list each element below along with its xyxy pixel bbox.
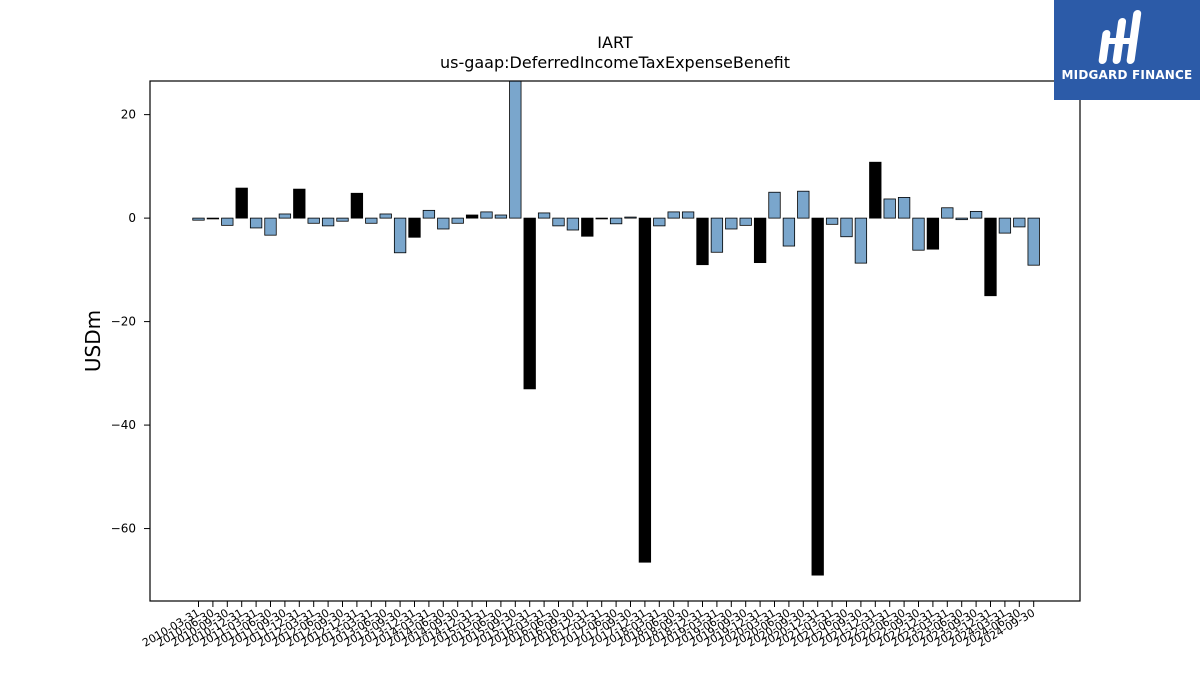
bar-2019-12-31 bbox=[753, 217, 767, 264]
bars bbox=[192, 80, 1040, 576]
x-ticks: 2010-03-312010-06-302010-09-302010-12-31… bbox=[140, 601, 1037, 650]
bar-2014-12-31 bbox=[465, 214, 479, 219]
bar-2020-06-30 bbox=[782, 217, 796, 247]
bar-2014-03-31 bbox=[422, 209, 436, 219]
bar-2021-03-31 bbox=[825, 217, 839, 225]
bar-2010-06-30 bbox=[206, 217, 220, 220]
y-tick-label: −40 bbox=[111, 418, 136, 432]
bar-2015-06-30 bbox=[494, 214, 508, 219]
bar-2024-03-31 bbox=[998, 217, 1012, 234]
bar-2011-09-30 bbox=[278, 213, 292, 219]
bar-2023-09-30 bbox=[969, 210, 983, 219]
plot-frame bbox=[149, 80, 1081, 602]
bar-2010-09-30 bbox=[221, 217, 234, 226]
bar-2018-03-31 bbox=[653, 217, 666, 227]
bar-2013-09-30 bbox=[393, 217, 407, 254]
bar-2023-12-31 bbox=[984, 217, 997, 297]
bar-2019-09-30 bbox=[739, 217, 752, 226]
bar-2017-03-31 bbox=[595, 217, 608, 220]
bar-2018-12-31 bbox=[696, 217, 709, 266]
bar-2020-03-31 bbox=[768, 191, 781, 219]
bar-2023-06-30 bbox=[955, 217, 968, 221]
bar-2012-09-30 bbox=[336, 217, 349, 222]
brand-name: MIDGARD FINANCE bbox=[1061, 68, 1193, 82]
bar-2013-12-31 bbox=[408, 217, 421, 238]
bar-2018-06-30 bbox=[667, 211, 680, 219]
bar-2010-12-31 bbox=[235, 187, 248, 219]
bar-2017-06-30 bbox=[609, 217, 623, 225]
bar-2015-12-31 bbox=[523, 217, 536, 390]
y-tick-label: 0 bbox=[128, 211, 136, 225]
bar-2019-06-30 bbox=[725, 217, 738, 230]
bar-2010-03-31 bbox=[192, 217, 205, 221]
bar-2022-06-30 bbox=[897, 197, 911, 219]
brand-logo: MIDGARD FINANCE bbox=[1054, 0, 1200, 100]
chart-title: IART bbox=[597, 33, 633, 52]
bar-2011-03-31 bbox=[249, 217, 263, 229]
bar-2011-12-31 bbox=[293, 188, 306, 219]
bar-2016-06-30 bbox=[552, 217, 565, 227]
bar-2014-09-30 bbox=[451, 217, 464, 224]
y-tick-label: 20 bbox=[121, 108, 136, 122]
bar-2022-03-31 bbox=[883, 198, 896, 219]
bar-2012-12-31 bbox=[350, 192, 364, 219]
bar-2024-09-30 bbox=[1027, 217, 1040, 266]
bar-2024-06-30 bbox=[1013, 217, 1026, 228]
bar-2017-09-30 bbox=[624, 216, 637, 219]
bar-2015-03-31 bbox=[480, 211, 493, 219]
bar-2018-09-30 bbox=[681, 211, 695, 219]
bar-2012-06-30 bbox=[321, 217, 335, 227]
midgard-logo-icon bbox=[1098, 10, 1142, 64]
bar-2022-12-31 bbox=[926, 217, 940, 250]
y-tick-label: −20 bbox=[111, 315, 136, 329]
y-ticks: 20 0 −20 −40 −60 bbox=[111, 108, 150, 536]
bar-2022-09-30 bbox=[912, 217, 925, 251]
bar-2012-03-31 bbox=[307, 217, 320, 224]
bar-2020-12-31 bbox=[811, 217, 824, 576]
bar-2016-12-31 bbox=[581, 217, 594, 237]
bar-2013-06-30 bbox=[379, 213, 392, 219]
bar-2020-09-30 bbox=[797, 190, 810, 219]
bar-2017-12-31 bbox=[638, 217, 652, 563]
bar-2016-03-31 bbox=[537, 212, 551, 219]
chart-subtitle: us-gaap:DeferredIncomeTaxExpenseBenefit bbox=[440, 53, 790, 72]
y-tick-label: −60 bbox=[111, 522, 136, 536]
bar-2021-09-30 bbox=[854, 217, 868, 264]
y-axis-label: USDm bbox=[81, 310, 105, 372]
bar-2015-09-30 bbox=[509, 80, 522, 219]
plot-area: 20 0 −20 −40 −60 2010-03-312010-06-302010-09… bbox=[111, 80, 1081, 650]
bar-2021-06-30 bbox=[840, 217, 853, 238]
bar-2021-12-31 bbox=[869, 161, 882, 219]
bar-2019-03-31 bbox=[710, 217, 724, 253]
bar-2011-06-30 bbox=[264, 217, 277, 236]
bar-2013-03-31 bbox=[365, 217, 378, 224]
bar-2016-09-30 bbox=[566, 217, 580, 231]
bar-2023-03-31 bbox=[941, 207, 954, 219]
bar-2014-06-30 bbox=[437, 217, 450, 230]
